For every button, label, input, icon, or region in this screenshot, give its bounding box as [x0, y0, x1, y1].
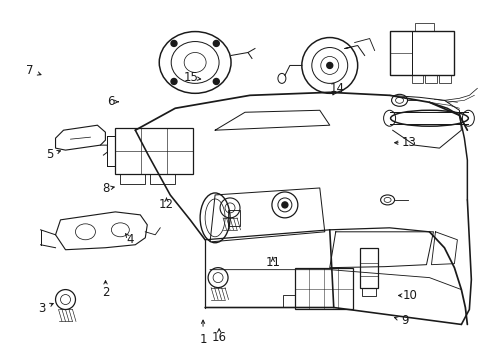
Text: 5: 5: [46, 148, 53, 161]
Text: 14: 14: [329, 82, 344, 95]
Text: 13: 13: [401, 136, 416, 149]
Text: 15: 15: [183, 71, 198, 84]
Text: 2: 2: [102, 287, 109, 300]
Text: 10: 10: [402, 289, 417, 302]
Text: 16: 16: [211, 331, 226, 344]
Circle shape: [213, 40, 219, 46]
Circle shape: [171, 78, 177, 85]
Circle shape: [326, 62, 332, 68]
Circle shape: [281, 202, 287, 208]
Text: 8: 8: [102, 183, 109, 195]
Text: 11: 11: [264, 256, 280, 269]
Text: 4: 4: [126, 233, 133, 246]
Circle shape: [213, 78, 219, 85]
Text: 6: 6: [106, 95, 114, 108]
Text: 3: 3: [39, 302, 46, 315]
Text: 1: 1: [199, 333, 206, 346]
Circle shape: [171, 40, 177, 46]
Text: 9: 9: [401, 314, 408, 328]
Text: 12: 12: [159, 198, 174, 211]
Text: 7: 7: [26, 64, 34, 77]
